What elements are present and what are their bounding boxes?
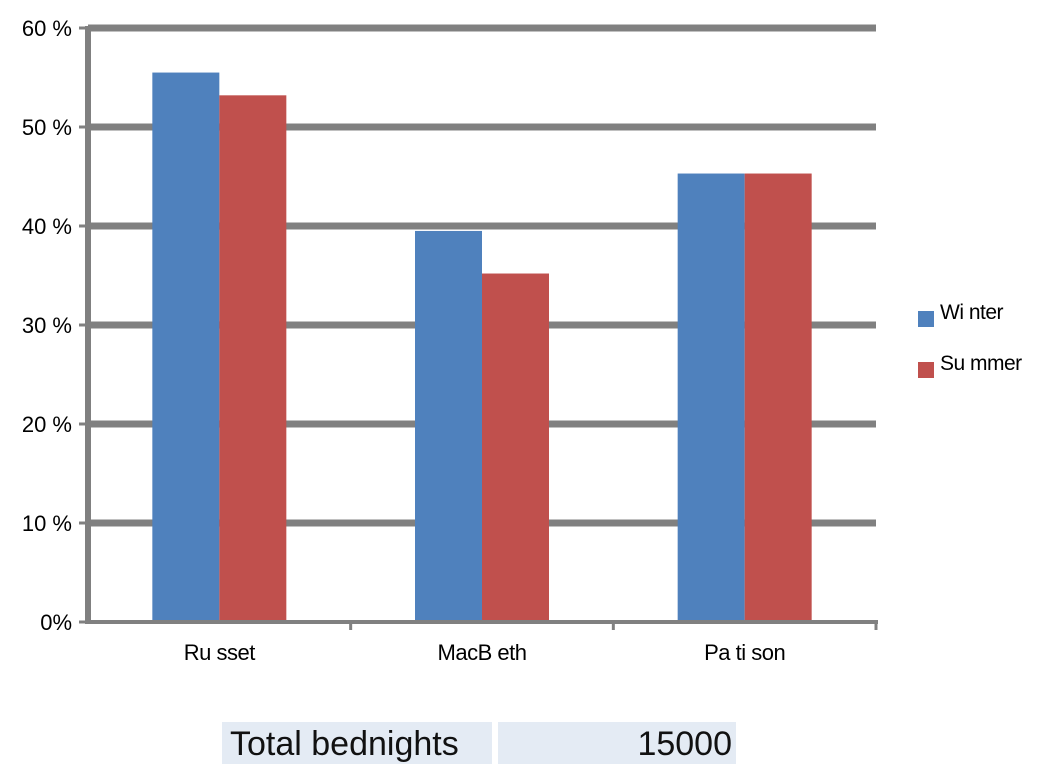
total-bednights-row: Total bednights 15000 (222, 722, 736, 764)
legend: Wi nter Su mmer (918, 301, 1023, 378)
bar-1-0 (219, 95, 287, 620)
x-category-label: MacB eth (438, 640, 527, 665)
bar-0-0 (152, 72, 220, 621)
legend-swatch (918, 362, 934, 378)
bar-1-2 (744, 173, 812, 620)
axes (79, 26, 878, 630)
y-tick-labels: 0% 10 % 20 % 30 % 40 % 50 % 60 % (22, 16, 72, 635)
y-tick-label: 0% (40, 610, 72, 635)
y-tick-label: 10 % (22, 511, 72, 536)
legend-label: Wi nter (940, 301, 1004, 324)
bar-1-1 (482, 273, 549, 620)
x-category-label: Ru sset (184, 640, 255, 665)
bar-0-2 (677, 173, 745, 620)
bar-chart: 0% 10 % 20 % 30 % 40 % 50 % 60 % Ru sset MacB e… (22, 16, 1023, 665)
y-tick-label: 30 % (22, 313, 72, 338)
summary-gap (492, 722, 498, 764)
y-tick-label: 50 % (22, 115, 72, 140)
x-category-labels: Ru sset MacB eth Pa ti son (184, 640, 786, 665)
total-bednights-label: Total bednights (222, 722, 492, 764)
bars (152, 72, 812, 621)
legend-label: Su mmer (940, 352, 1022, 375)
x-category-label: Pa ti son (704, 640, 785, 665)
total-bednights-value: 15000 (498, 722, 736, 764)
bar-0-1 (415, 230, 482, 620)
y-tick-label: 60 % (22, 16, 72, 41)
legend-swatch (918, 311, 934, 327)
y-tick-label: 40 % (22, 214, 72, 239)
y-tick-label: 20 % (22, 412, 72, 437)
